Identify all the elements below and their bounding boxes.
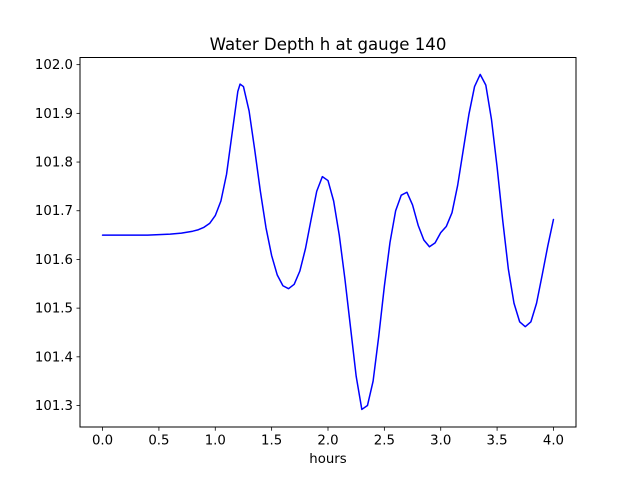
y-tick-label: 101.5 xyxy=(35,302,73,317)
x-tick-label: 1.5 xyxy=(261,434,282,449)
x-tick-label: 4.0 xyxy=(543,434,564,449)
plot-border xyxy=(79,57,577,428)
y-axis: 101.3 101.4 101.5 101.6 101.7 101.8 101.9 102.0 xyxy=(35,58,80,414)
x-axis-label: hours xyxy=(309,452,347,467)
x-axis: 0.0 0.5 1.0 1.5 2.0 2.5 3.0 3.5 4.0 xyxy=(92,427,564,449)
y-tick-label: 101.7 xyxy=(35,204,73,219)
x-tick-label: 1.0 xyxy=(205,434,226,449)
x-tick-label: 3.5 xyxy=(487,434,508,449)
y-tick-label: 101.8 xyxy=(35,156,73,171)
y-tick-label: 102.0 xyxy=(35,58,73,73)
y-tick-label: 101.9 xyxy=(35,107,73,122)
x-tick-label: 0.0 xyxy=(92,434,113,449)
y-tick-label: 101.6 xyxy=(35,253,73,268)
x-tick-label: 2.5 xyxy=(374,434,395,449)
y-tick-label: 101.3 xyxy=(35,399,73,414)
line-series-h xyxy=(101,73,555,411)
x-tick-label: 0.5 xyxy=(148,434,169,449)
y-tick-label: 101.4 xyxy=(35,350,73,365)
x-tick-label: 3.0 xyxy=(430,434,451,449)
x-tick-label: 2.0 xyxy=(317,434,338,449)
chart-title: Water Depth h at gauge 140 xyxy=(209,35,447,54)
